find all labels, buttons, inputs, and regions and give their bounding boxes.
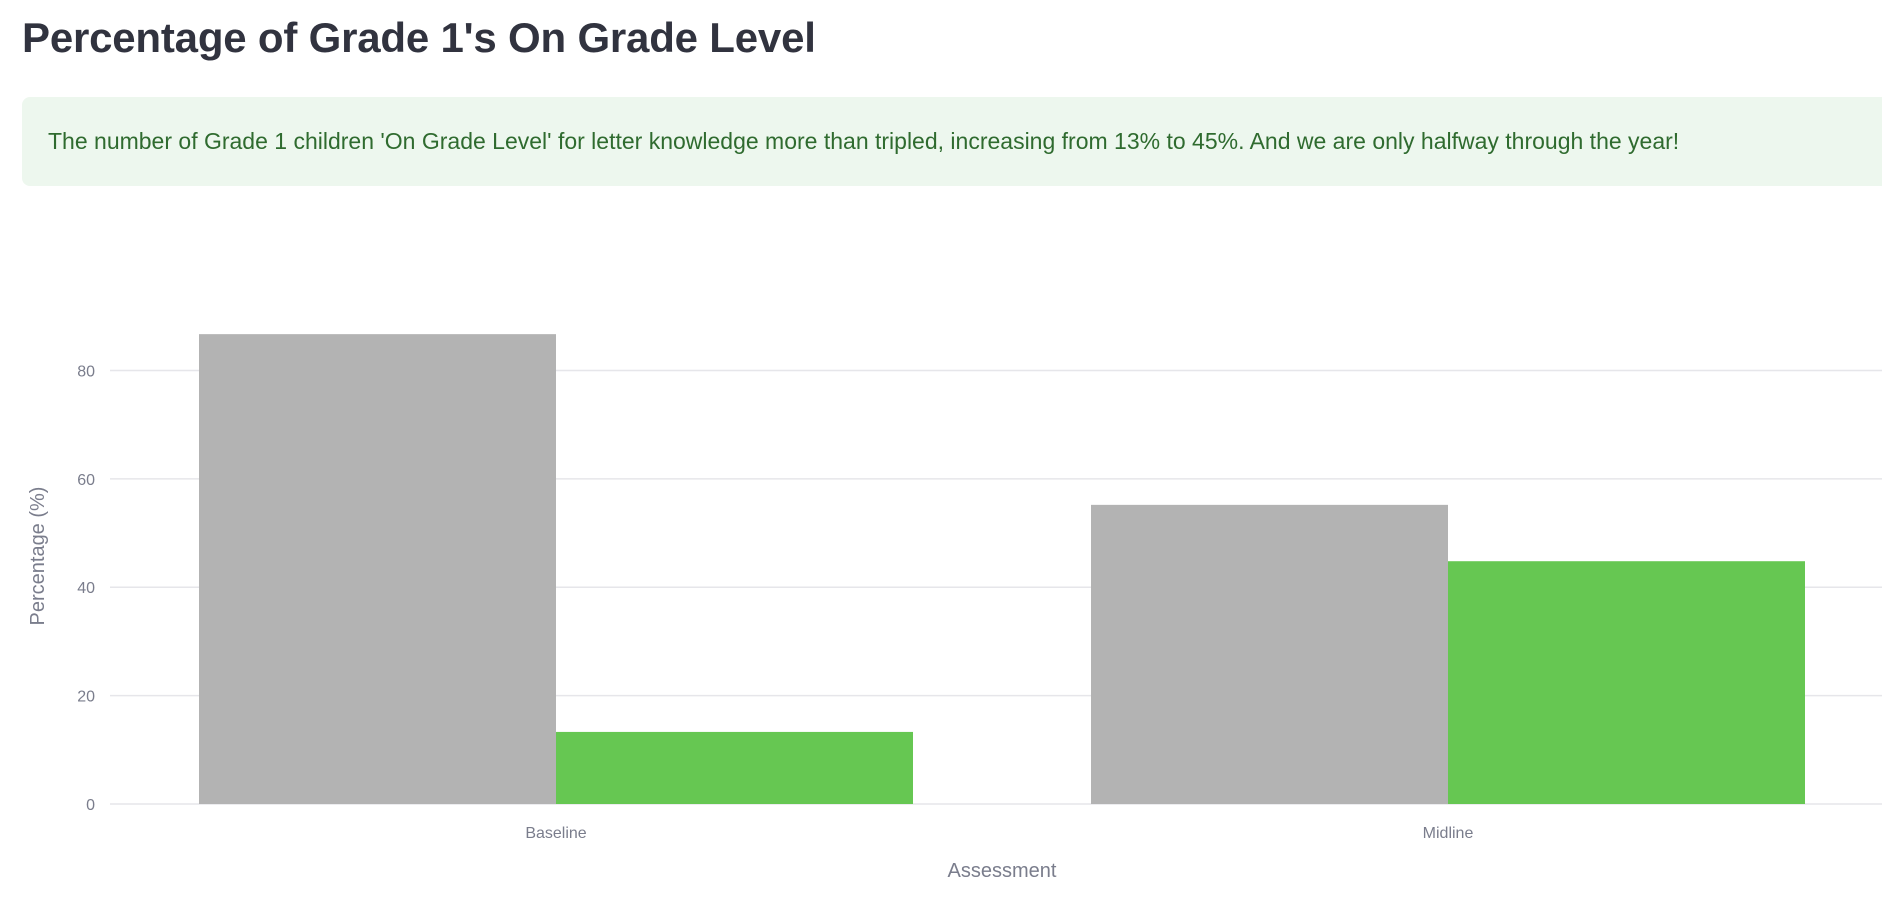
x-tick-label: Midline	[1423, 825, 1474, 842]
page-title: Percentage of Grade 1's On Grade Level	[22, 14, 816, 61]
y-tick-label: 60	[77, 472, 95, 489]
tick-labels: 0 20 40 60 80 Baseline Midline	[77, 363, 1473, 842]
x-axis-title: Assessment	[948, 860, 1057, 882]
y-tick-label: 40	[77, 580, 95, 597]
success-callout: The number of Grade 1 children 'On Grade…	[22, 97, 1882, 186]
y-tick-label: 80	[77, 363, 95, 380]
callout-text: The number of Grade 1 children 'On Grade…	[48, 128, 1680, 154]
y-tick-label: 0	[86, 797, 95, 814]
bars	[199, 334, 1805, 804]
y-axis-title: Percentage (%)	[27, 487, 49, 626]
bar-midline-series-1[interactable]	[1091, 504, 1448, 804]
y-tick-label: 20	[77, 689, 95, 706]
bar-midline-series-2[interactable]	[1448, 561, 1805, 804]
x-tick-label: Baseline	[525, 825, 586, 842]
bar-baseline-series-1[interactable]	[199, 334, 556, 804]
bar-baseline-series-2[interactable]	[556, 731, 913, 804]
